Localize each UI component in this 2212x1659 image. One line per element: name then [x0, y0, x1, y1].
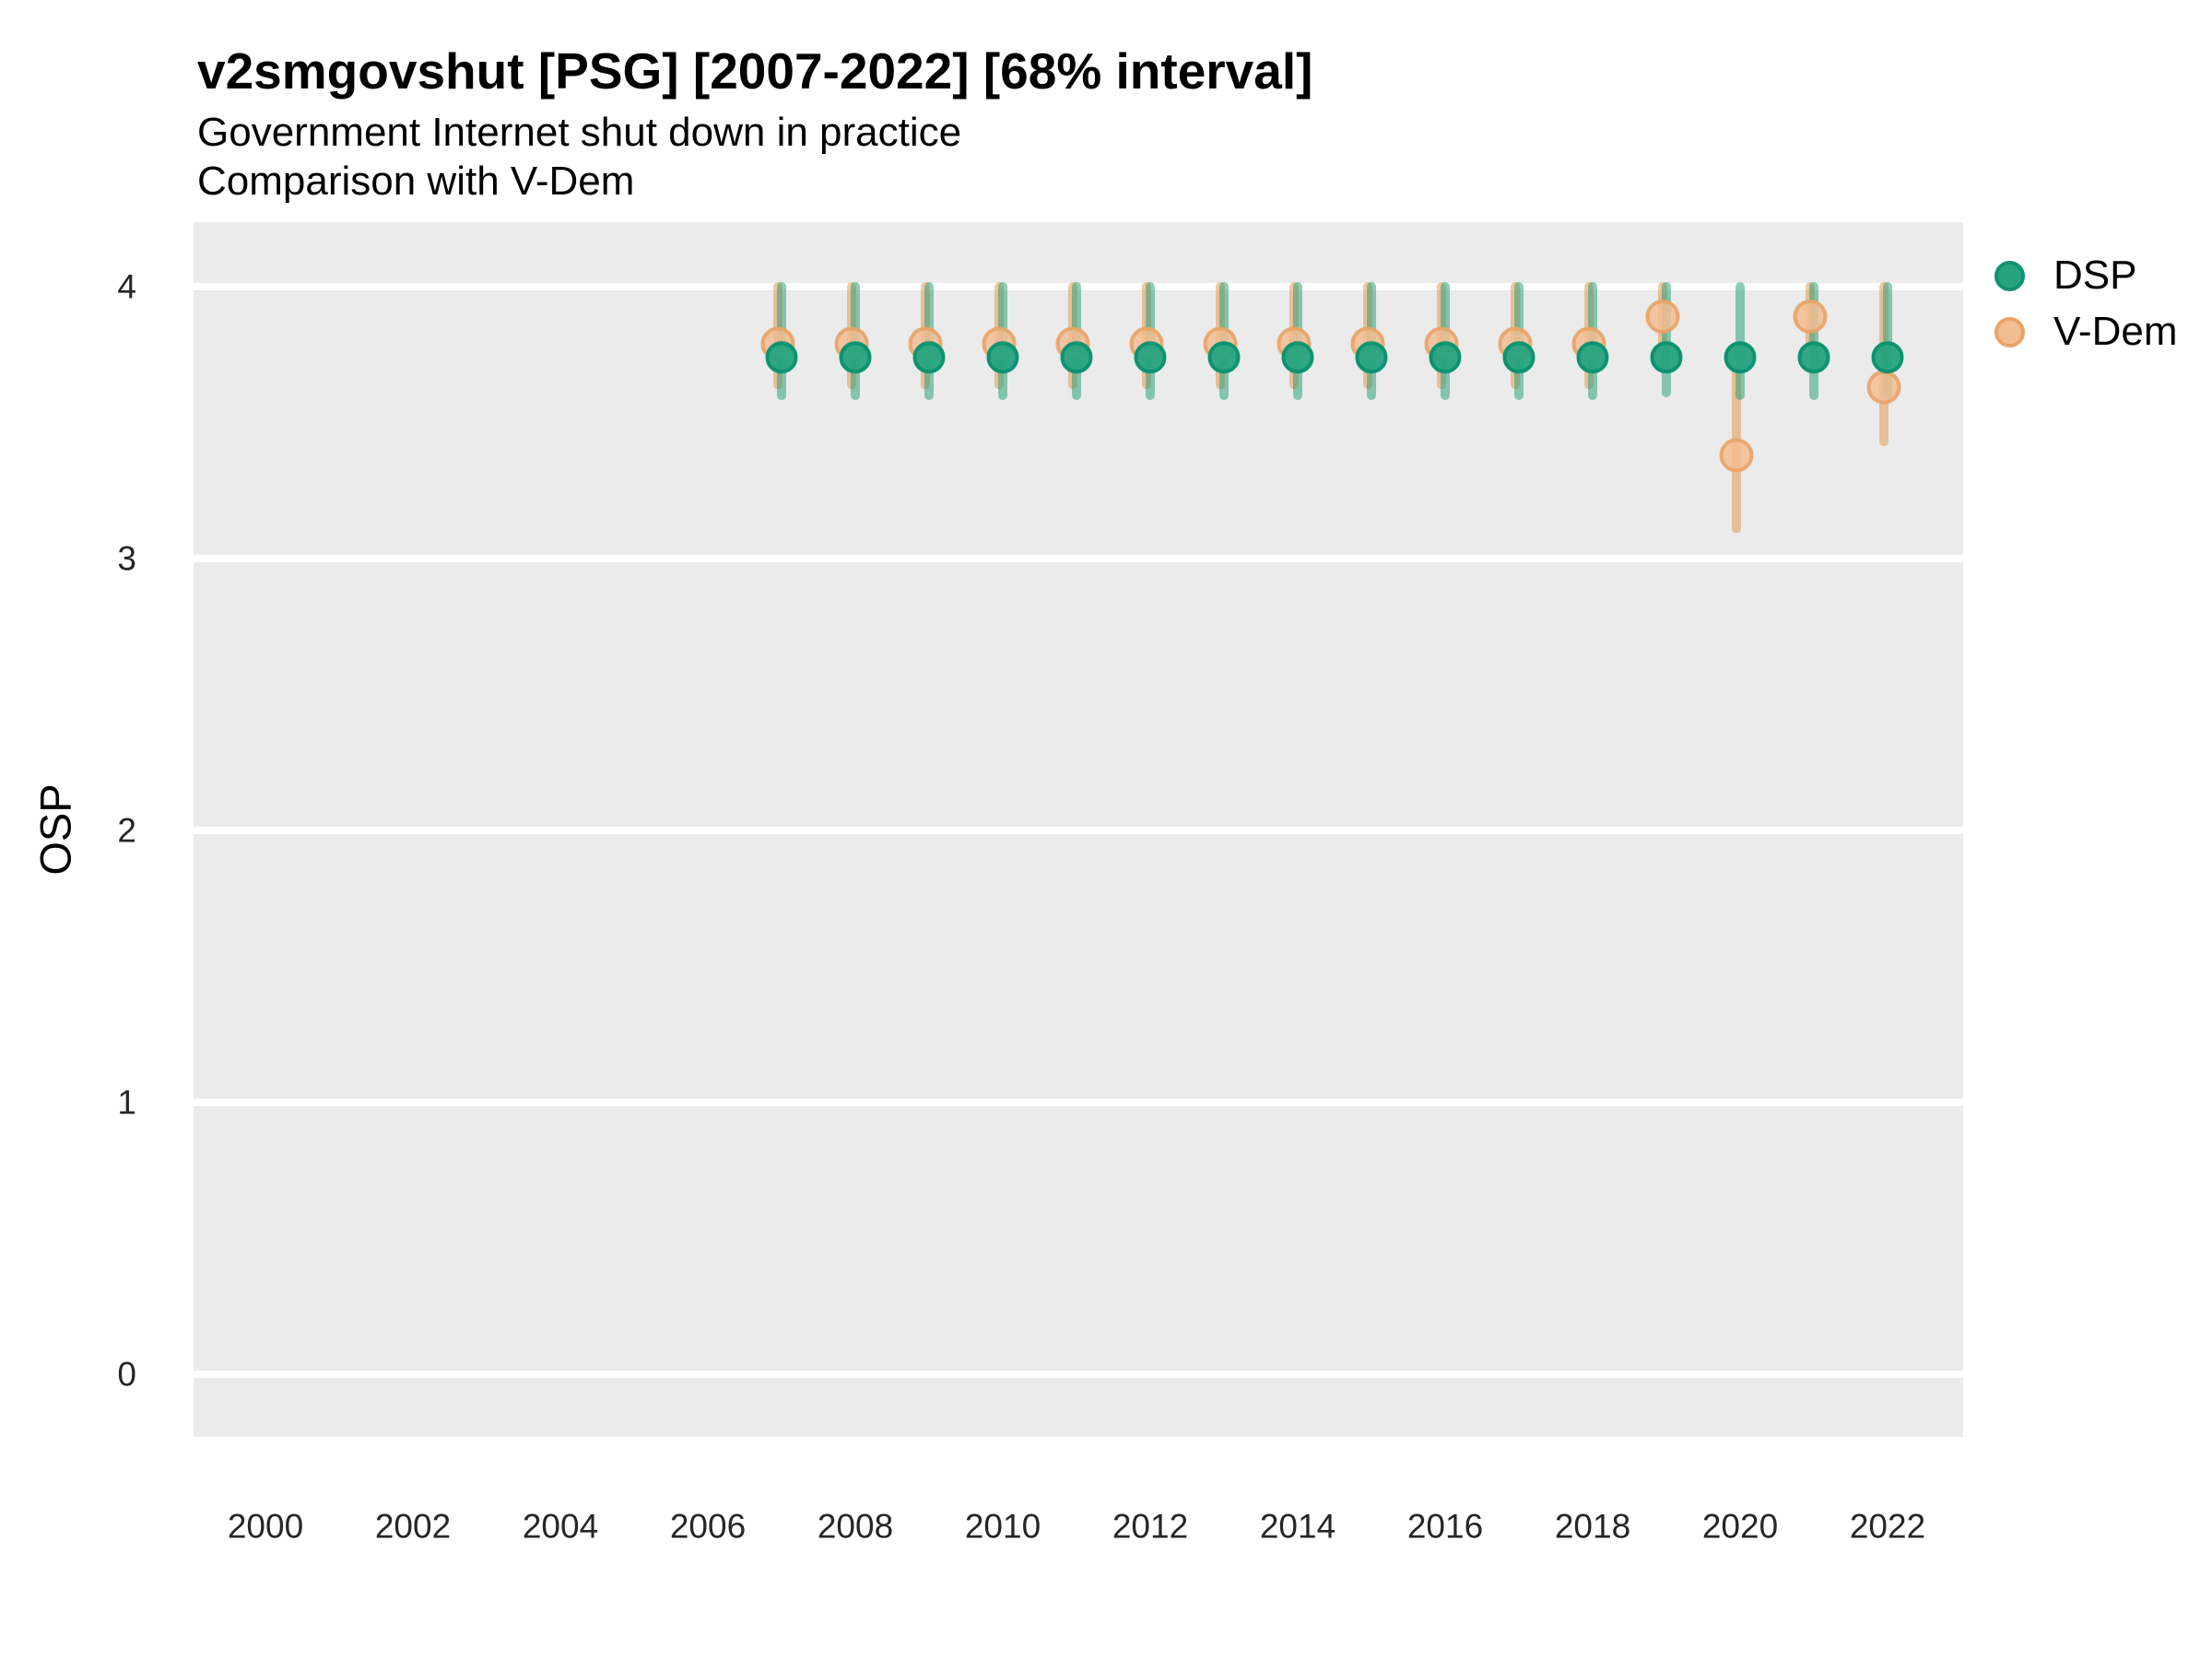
- legend: DSP V-Dem: [1994, 253, 2177, 355]
- point-dsp-2011: [1060, 341, 1093, 374]
- point-dsp-2022: [1871, 341, 1904, 374]
- point-dsp-2010: [986, 341, 1019, 374]
- x-tick-label-2008: 2008: [818, 1508, 893, 1546]
- x-tick-label-2002: 2002: [375, 1508, 451, 1546]
- x-tick-label-2020: 2020: [1702, 1508, 1778, 1546]
- point-dsp-2016: [1429, 341, 1462, 374]
- vdem-legend-label: V-Dem: [2053, 309, 2178, 354]
- x-tick-label-2016: 2016: [1407, 1508, 1483, 1546]
- vdem-legend-dot-icon: [1994, 316, 2025, 347]
- point-dsp-2020: [1724, 341, 1757, 374]
- dsp-legend-dot-icon: [1994, 260, 2025, 291]
- x-tick-label-2006: 2006: [670, 1508, 746, 1546]
- x-tick-label-2012: 2012: [1112, 1508, 1188, 1546]
- legend-item-vdem: V-Dem: [1994, 309, 2177, 355]
- point-dsp-2021: [1797, 341, 1830, 374]
- point-vdem-2022: [1866, 370, 1901, 405]
- x-tick-label-2000: 2000: [228, 1508, 303, 1546]
- point-dsp-2012: [1134, 341, 1167, 374]
- point-vdem-2021: [1793, 299, 1828, 334]
- point-dsp-2007: [765, 341, 798, 374]
- y-tick-label-0: 0: [117, 1356, 136, 1394]
- point-dsp-2013: [1207, 341, 1241, 374]
- point-dsp-2014: [1281, 341, 1314, 374]
- point-dsp-2018: [1576, 341, 1609, 374]
- y-tick-label-3: 3: [117, 540, 136, 578]
- x-tick-label-2022: 2022: [1850, 1508, 1925, 1546]
- chart-title: v2smgovshut [PSG] [2007-2022] [68% inter…: [197, 42, 1313, 100]
- y-tick-label-1: 1: [117, 1084, 136, 1122]
- point-dsp-2009: [912, 341, 946, 374]
- point-dsp-2008: [839, 341, 872, 374]
- chart-subtitle: Government Internet shut down in practic…: [197, 110, 962, 155]
- point-vdem-2020: [1719, 438, 1754, 473]
- x-tick-label-2014: 2014: [1260, 1508, 1335, 1546]
- y-tick-label-2: 2: [117, 812, 136, 850]
- x-tick-label-2004: 2004: [523, 1508, 598, 1546]
- y-tick-label-4: 4: [117, 268, 136, 306]
- point-dsp-2017: [1502, 341, 1535, 374]
- chart-subtitle-comparison: Comparison with V-Dem: [197, 159, 635, 204]
- x-tick-label-2010: 2010: [965, 1508, 1041, 1546]
- dsp-legend-label: DSP: [2053, 253, 2137, 298]
- point-vdem-2019: [1645, 299, 1680, 334]
- legend-item-dsp: DSP: [1994, 253, 2177, 299]
- point-dsp-2015: [1355, 341, 1388, 374]
- x-tick-label-2018: 2018: [1555, 1508, 1630, 1546]
- point-dsp-2019: [1650, 341, 1683, 374]
